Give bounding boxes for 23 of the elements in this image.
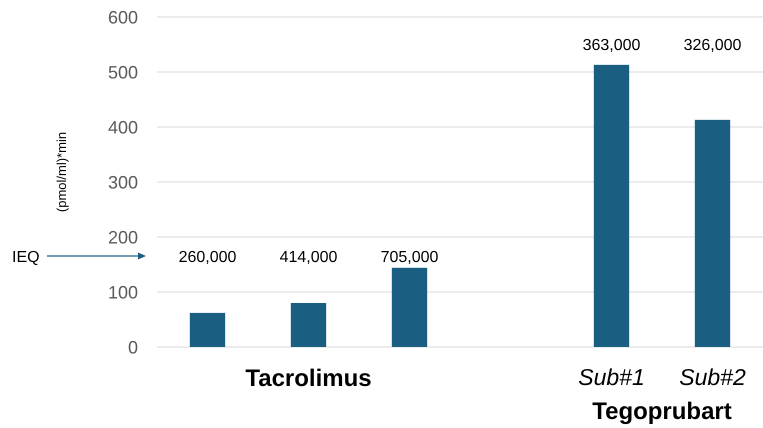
annotation: 705,000 (380, 249, 439, 266)
bar (694, 120, 730, 347)
y-axis-title: (pmol/ml)*min (54, 132, 69, 212)
text: IEQ (12, 249, 40, 266)
y-tick-label: 100 (108, 282, 138, 302)
y-tick-label: 300 (108, 172, 138, 192)
annotation: 414,000 (280, 249, 338, 266)
annotation: 363,000 (582, 37, 641, 54)
text: Tacrolimus (245, 365, 372, 392)
annotation: 260,000 (178, 249, 237, 266)
bar (290, 303, 326, 347)
y-tick-label: 0 (128, 337, 138, 358)
x-tick-label: Sub#2 (679, 364, 746, 390)
bar (594, 64, 630, 347)
y-tick-label: 600 (108, 7, 138, 28)
annotation: 326,000 (684, 37, 742, 54)
text: Tegoprubart (592, 398, 732, 425)
y-tick-label: 400 (108, 117, 138, 138)
bar (392, 268, 428, 347)
x-tick-label: Sub#1 (578, 364, 645, 390)
bar (190, 312, 226, 347)
y-tick-label: 200 (108, 227, 138, 248)
y-tick-label: 500 (108, 62, 138, 82)
